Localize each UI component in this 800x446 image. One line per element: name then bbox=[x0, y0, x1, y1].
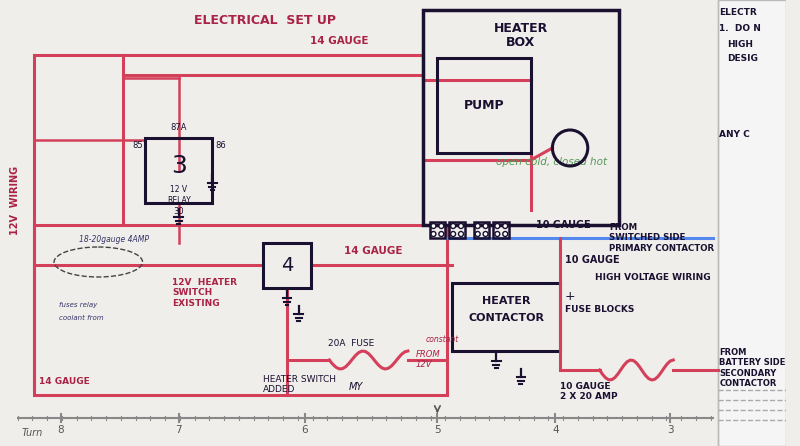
Circle shape bbox=[431, 231, 436, 236]
Text: 14 GAUGE: 14 GAUGE bbox=[310, 36, 368, 46]
Bar bbox=[452, 283, 560, 351]
Text: PUMP: PUMP bbox=[464, 99, 504, 112]
Text: FROM
12V: FROM 12V bbox=[416, 350, 440, 369]
Text: 4: 4 bbox=[281, 256, 293, 275]
Circle shape bbox=[502, 223, 508, 228]
Bar bbox=[422, 10, 619, 225]
Text: 10 GAUGE: 10 GAUGE bbox=[565, 255, 620, 265]
Text: constant: constant bbox=[426, 335, 459, 344]
Text: 4: 4 bbox=[552, 425, 558, 435]
Text: HEATER: HEATER bbox=[482, 296, 530, 306]
Text: 87A: 87A bbox=[170, 123, 187, 132]
Text: coolant from: coolant from bbox=[59, 315, 103, 321]
Bar bbox=[34, 225, 447, 395]
Text: 10 GAUGE: 10 GAUGE bbox=[536, 220, 590, 230]
Text: 30: 30 bbox=[174, 207, 184, 216]
Text: ELECTRICAL  SET UP: ELECTRICAL SET UP bbox=[194, 14, 336, 27]
Text: HIGH: HIGH bbox=[727, 40, 754, 49]
Text: BOX: BOX bbox=[506, 36, 535, 49]
Text: open cold, closed hot: open cold, closed hot bbox=[496, 157, 607, 167]
Circle shape bbox=[458, 231, 463, 236]
Circle shape bbox=[439, 231, 444, 236]
Circle shape bbox=[502, 231, 508, 236]
Bar bbox=[146, 138, 212, 203]
Text: DESIG: DESIG bbox=[727, 54, 758, 63]
Circle shape bbox=[431, 223, 436, 228]
Bar bbox=[474, 222, 490, 238]
Text: HEATER SWITCH
ADDED: HEATER SWITCH ADDED bbox=[263, 375, 337, 394]
Text: fuses relay: fuses relay bbox=[59, 302, 98, 308]
Text: 86: 86 bbox=[215, 141, 226, 150]
Text: 3: 3 bbox=[171, 154, 187, 178]
Text: HIGH VOLTAGE WIRING: HIGH VOLTAGE WIRING bbox=[594, 273, 710, 282]
Circle shape bbox=[458, 223, 463, 228]
Text: Turn: Turn bbox=[22, 428, 43, 438]
Bar bbox=[718, 0, 786, 446]
Text: CONTACTOR: CONTACTOR bbox=[468, 313, 544, 323]
Text: HEATER: HEATER bbox=[494, 22, 548, 35]
Text: 6: 6 bbox=[302, 425, 308, 435]
Text: 12V  WIRING: 12V WIRING bbox=[10, 165, 20, 235]
Circle shape bbox=[495, 231, 500, 236]
Bar bbox=[494, 222, 509, 238]
Text: ANY C: ANY C bbox=[719, 130, 750, 139]
Text: 14 GAUGE: 14 GAUGE bbox=[344, 246, 402, 256]
Text: ELECTR: ELECTR bbox=[719, 8, 758, 17]
Text: 3: 3 bbox=[667, 425, 674, 435]
Bar bbox=[449, 222, 465, 238]
Circle shape bbox=[450, 231, 455, 236]
Circle shape bbox=[475, 223, 480, 228]
Text: 85: 85 bbox=[132, 141, 142, 150]
Text: FROM
SWITCHED SIDE
PRIMARY CONTACTOR: FROM SWITCHED SIDE PRIMARY CONTACTOR bbox=[610, 223, 714, 253]
Text: 20A  FUSE: 20A FUSE bbox=[328, 339, 374, 348]
Text: FUSE BLOCKS: FUSE BLOCKS bbox=[565, 306, 634, 314]
Circle shape bbox=[483, 231, 488, 236]
Text: MY: MY bbox=[349, 382, 363, 392]
Text: 1.  DO N: 1. DO N bbox=[719, 24, 762, 33]
Text: 10 GAUGE
2 X 20 AMP: 10 GAUGE 2 X 20 AMP bbox=[560, 382, 618, 401]
Text: 5: 5 bbox=[434, 425, 441, 435]
Text: 12 V
RELAY: 12 V RELAY bbox=[167, 185, 190, 205]
Bar bbox=[263, 243, 310, 288]
Text: +: + bbox=[564, 290, 575, 303]
Text: 8: 8 bbox=[58, 425, 64, 435]
Circle shape bbox=[439, 223, 444, 228]
Circle shape bbox=[475, 231, 480, 236]
Text: 12V  HEATER
SWITCH
EXISTING: 12V HEATER SWITCH EXISTING bbox=[172, 278, 237, 308]
Circle shape bbox=[450, 223, 455, 228]
Bar bbox=[430, 222, 446, 238]
Circle shape bbox=[495, 223, 500, 228]
Text: 7: 7 bbox=[175, 425, 182, 435]
Circle shape bbox=[483, 223, 488, 228]
Text: FROM
BATTERY SIDE
SECONDARY
CONTACTOR: FROM BATTERY SIDE SECONDARY CONTACTOR bbox=[719, 348, 786, 388]
Text: 14 GAUGE: 14 GAUGE bbox=[39, 377, 90, 387]
Bar bbox=[438, 58, 530, 153]
Text: 18-20gauge 4AMP: 18-20gauge 4AMP bbox=[78, 235, 149, 244]
